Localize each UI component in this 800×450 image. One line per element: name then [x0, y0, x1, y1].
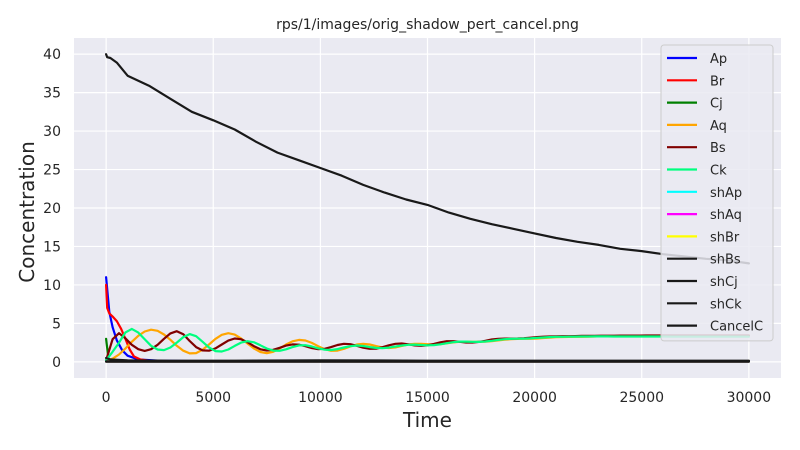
legend-label: shBs — [710, 253, 741, 268]
legend-label: Ck — [710, 164, 727, 179]
legend-label: shAq — [710, 208, 742, 223]
series-line-cancelc — [104, 53, 751, 265]
legend-label: CancelC — [710, 320, 763, 335]
legend-box — [660, 44, 774, 342]
x-tick-label: 5000 — [195, 390, 231, 406]
y-axis-title: Concentration — [15, 141, 39, 282]
x-tick-label: 30000 — [727, 390, 772, 406]
series-group — [104, 53, 751, 363]
series-line-ck — [104, 327, 751, 362]
legend-label: Cj — [710, 97, 723, 112]
legend-label: shCk — [710, 297, 742, 312]
y-tick-label: 25 — [43, 163, 61, 179]
x-tick-label: 10000 — [298, 390, 343, 406]
y-tick-label: 5 — [52, 316, 61, 332]
tick-labels: 0 5000 10000 15000 20000 25000 30000 0 5 10 15 20 25… — [43, 47, 771, 406]
x-axis-title: Time — [402, 408, 452, 432]
legend-label: shBr — [710, 230, 740, 245]
legend-label: Bs — [710, 141, 726, 156]
legend: Ap Br Cj Aq Bs Ck shAp shAq shBr shBs shCj shCk Canc… — [660, 44, 774, 342]
series-line-unlabeled-13 — [104, 356, 751, 362]
chart-title: rps/1/images/orig_shadow_pert_cancel.png — [276, 17, 579, 33]
legend-label: shAp — [710, 186, 742, 201]
legend-label: Ap — [710, 52, 727, 67]
legend-label: Aq — [710, 119, 727, 134]
x-tick-label: 25000 — [619, 390, 664, 406]
y-tick-label: 10 — [43, 278, 61, 294]
x-tick-label: 0 — [102, 390, 111, 406]
y-tick-label: 20 — [43, 201, 61, 217]
legend-label: Br — [710, 74, 725, 89]
y-tick-label: 30 — [43, 124, 61, 140]
y-tick-label: 35 — [43, 86, 61, 102]
y-tick-label: 15 — [43, 239, 61, 255]
y-tick-label: 40 — [43, 47, 61, 63]
legend-label: shCj — [710, 275, 738, 290]
y-tick-label: 0 — [52, 355, 61, 371]
x-tick-label: 20000 — [512, 390, 557, 406]
x-tick-label: 15000 — [405, 390, 450, 406]
